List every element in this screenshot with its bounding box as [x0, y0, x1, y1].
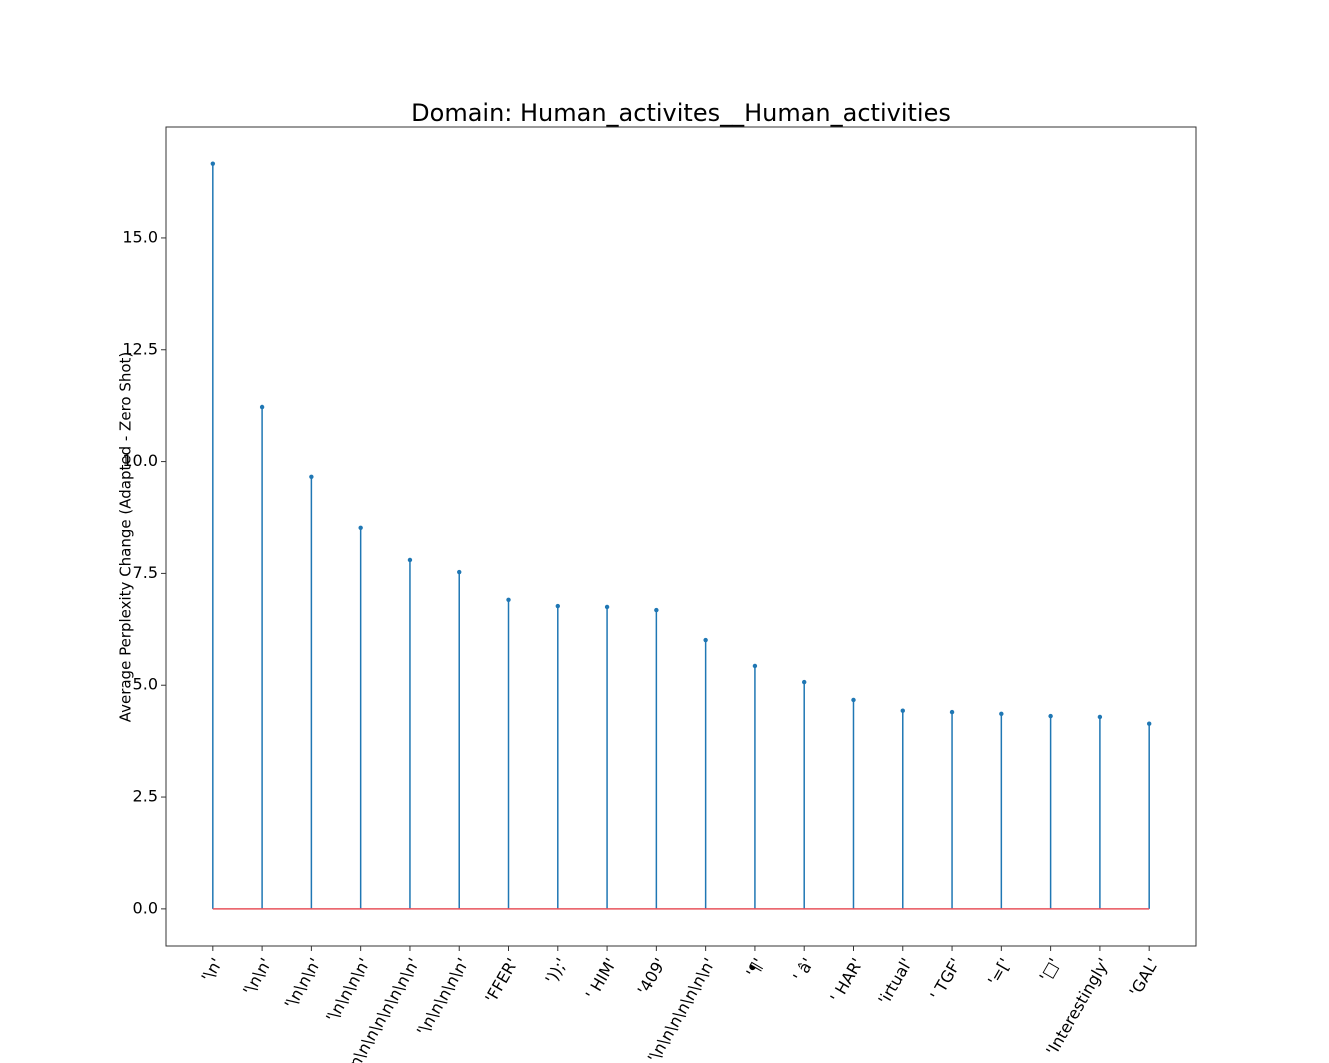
x-tick-label: '□' — [1036, 955, 1064, 985]
x-tick-label: '\n\n\n' — [281, 955, 325, 1012]
y-tick-label: 12.5 — [122, 339, 158, 358]
stem-marker — [752, 663, 758, 669]
y-tick-label: 2.5 — [133, 787, 158, 806]
y-tick-label: 0.0 — [133, 898, 158, 917]
stem-marker — [407, 557, 413, 563]
stem-marker — [457, 569, 462, 575]
stem-marker — [309, 474, 314, 479]
x-tick-label: '¶' — [742, 955, 768, 981]
x-tick-label: '));' — [541, 955, 571, 988]
x-tick-label: ' TGF' — [926, 955, 965, 1004]
stem-marker — [654, 607, 659, 613]
x-tick-label: ' HAR' — [826, 955, 866, 1006]
y-tick-label: 10.0 — [122, 451, 158, 470]
stem-marker — [851, 697, 856, 703]
x-tick-label: ' â' — [789, 955, 817, 985]
stem-marker — [900, 708, 905, 713]
stem-marker — [604, 604, 610, 610]
stem-marker — [1048, 713, 1053, 719]
y-tick-label: 7.5 — [133, 563, 158, 582]
stem-marker — [506, 597, 511, 602]
stem-marker — [999, 711, 1004, 717]
stem-marker — [259, 404, 265, 410]
stem-marker — [555, 603, 560, 609]
chart-title: Domain: Human_activites__Human_activitie… — [411, 99, 951, 127]
x-tick-label: ' HIM' — [582, 955, 621, 1003]
y-tick-label: 15.0 — [122, 227, 158, 246]
stem-marker — [358, 525, 363, 530]
x-tick-label: '\n\n\n\n' — [322, 955, 374, 1026]
y-tick-label: 5.0 — [133, 675, 158, 694]
stem-marker — [210, 161, 216, 166]
stem-marker — [1146, 721, 1152, 726]
x-tick-label: '=[' — [984, 955, 1015, 989]
x-tick-label: '409' — [634, 955, 670, 999]
x-tick-label: 'irtual' — [874, 955, 916, 1008]
plot-frame — [165, 126, 1197, 947]
x-tick-label: 'FFER' — [481, 955, 522, 1006]
x-tick-label: '\n' — [198, 955, 227, 986]
stem-marker — [1097, 714, 1103, 720]
y-axis-label: Average Perplexity Change (Adapted - Zer… — [117, 352, 135, 723]
x-tick-label: 'GAL' — [1126, 955, 1163, 1000]
x-tick-label: '\n\n' — [239, 955, 275, 999]
stem-marker — [802, 679, 807, 685]
stem-marker — [949, 709, 955, 715]
stem-marker — [703, 637, 708, 643]
x-tick-label: '\n\n\n\n\n' — [413, 955, 473, 1039]
